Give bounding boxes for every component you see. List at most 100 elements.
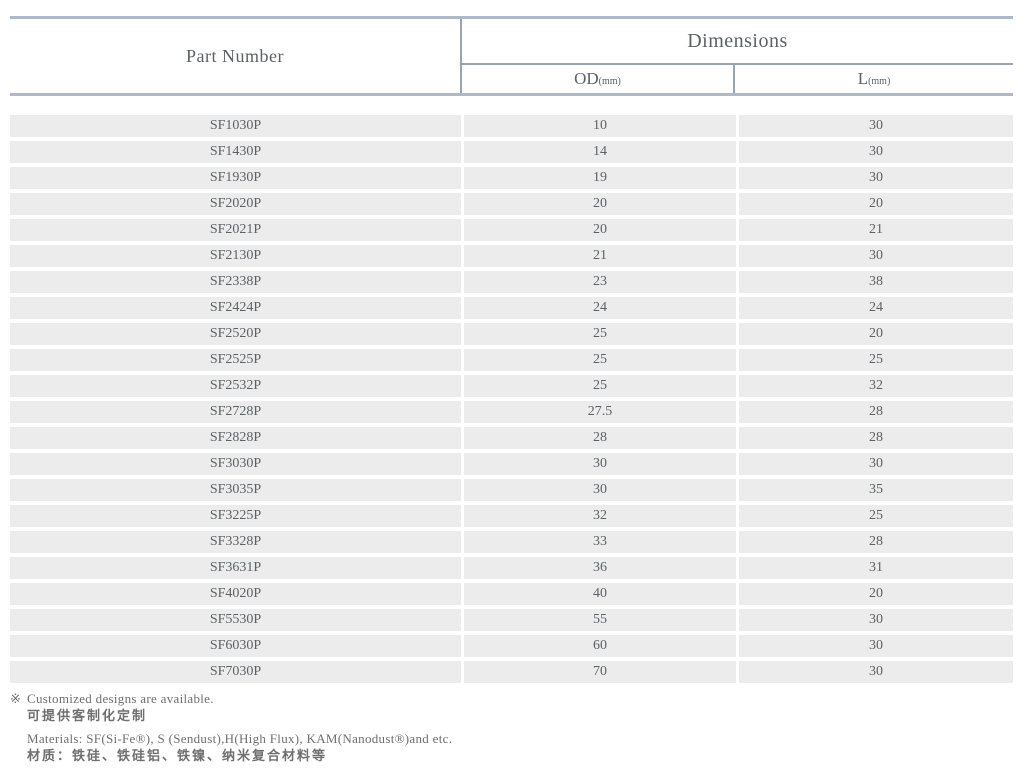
od-cell: 10 xyxy=(464,115,736,137)
table-row: SF1930P 19 30 xyxy=(10,167,1013,189)
od-header-label: OD xyxy=(574,69,599,88)
footnotes: ※ Customized designs are available. 可提供客… xyxy=(10,691,1013,764)
od-cell: 25 xyxy=(464,375,736,397)
l-cell: 20 xyxy=(739,323,1013,345)
part-number-cell: SF3328P xyxy=(10,531,461,553)
l-cell: 20 xyxy=(739,193,1013,215)
table-row: SF2424P 24 24 xyxy=(10,297,1013,319)
l-cell: 21 xyxy=(739,219,1013,241)
part-number-cell: SF2828P xyxy=(10,427,461,449)
l-cell: 30 xyxy=(739,635,1013,657)
od-cell: 24 xyxy=(464,297,736,319)
l-cell: 20 xyxy=(739,583,1013,605)
table-row: SF3631P 36 31 xyxy=(10,557,1013,579)
part-number-cell: SF2130P xyxy=(10,245,461,267)
column-header-l: L (mm) xyxy=(735,65,1013,93)
customized-note-zh: 可提供客制化定制 xyxy=(27,708,148,723)
dimensions-header-label: Dimensions xyxy=(687,29,788,52)
table-row: SF2828P 28 28 xyxy=(10,427,1013,449)
part-number-cell: SF1030P xyxy=(10,115,461,137)
table-row: SF4020P 40 20 xyxy=(10,583,1013,605)
l-cell: 38 xyxy=(739,271,1013,293)
part-number-cell: SF5530P xyxy=(10,609,461,631)
l-cell: 28 xyxy=(739,531,1013,553)
l-cell: 30 xyxy=(739,141,1013,163)
part-number-cell: SF2532P xyxy=(10,375,461,397)
table-row: SF3035P 30 35 xyxy=(10,479,1013,501)
od-cell: 20 xyxy=(464,193,736,215)
od-cell: 30 xyxy=(464,479,736,501)
reference-mark: ※ xyxy=(10,691,21,706)
part-number-cell: SF3030P xyxy=(10,453,461,475)
l-cell: 31 xyxy=(739,557,1013,579)
part-number-cell: SF2338P xyxy=(10,271,461,293)
l-cell: 30 xyxy=(739,453,1013,475)
od-cell: 23 xyxy=(464,271,736,293)
l-cell: 30 xyxy=(739,245,1013,267)
l-cell: 30 xyxy=(739,167,1013,189)
part-number-cell: SF3225P xyxy=(10,505,461,527)
materials-note-zh: 材质：铁硅、铁硅铝、铁镍、纳米复合材料等 xyxy=(27,748,328,763)
part-number-cell: SF6030P xyxy=(10,635,461,657)
column-header-dimensions: Dimensions xyxy=(462,19,1013,65)
part-number-cell: SF2525P xyxy=(10,349,461,371)
table-row: SF3328P 33 28 xyxy=(10,531,1013,553)
table-row: SF1430P 14 30 xyxy=(10,141,1013,163)
part-number-cell: SF4020P xyxy=(10,583,461,605)
part-number-cell: SF2424P xyxy=(10,297,461,319)
l-cell: 28 xyxy=(739,401,1013,423)
table-row: SF6030P 60 30 xyxy=(10,635,1013,657)
table-body: SF1030P 10 30 SF1430P 14 30 SF1930P 19 3… xyxy=(10,115,1013,683)
l-cell: 30 xyxy=(739,115,1013,137)
l-cell: 30 xyxy=(739,661,1013,683)
table-row: SF2021P 20 21 xyxy=(10,219,1013,241)
table-row: SF3030P 30 30 xyxy=(10,453,1013,475)
part-number-cell: SF2728P xyxy=(10,401,461,423)
table-row: SF1030P 10 30 xyxy=(10,115,1013,137)
part-number-cell: SF2520P xyxy=(10,323,461,345)
table-row: SF2520P 25 20 xyxy=(10,323,1013,345)
column-group-dimensions: Dimensions OD (mm) L (mm) xyxy=(462,19,1013,93)
table-row: SF2532P 25 32 xyxy=(10,375,1013,397)
od-cell: 40 xyxy=(464,583,736,605)
table-row: SF5530P 55 30 xyxy=(10,609,1013,631)
l-cell: 28 xyxy=(739,427,1013,449)
od-cell: 30 xyxy=(464,453,736,475)
part-number-cell: SF1930P xyxy=(10,167,461,189)
l-header-label: L xyxy=(857,69,869,88)
od-cell: 20 xyxy=(464,219,736,241)
table-row: SF2338P 23 38 xyxy=(10,271,1013,293)
part-number-cell: SF3631P xyxy=(10,557,461,579)
od-cell: 28 xyxy=(464,427,736,449)
od-cell: 25 xyxy=(464,323,736,345)
dimensions-table: Part Number Dimensions OD (mm) L (mm) SF10… xyxy=(10,16,1013,683)
customized-note: ※ Customized designs are available. 可提供客… xyxy=(10,691,1013,724)
column-header-od: OD (mm) xyxy=(462,65,735,93)
table-header: Part Number Dimensions OD (mm) L (mm) xyxy=(10,16,1013,96)
materials-note: Materials: SF(Si-Fe®), S (Sendust),H(Hig… xyxy=(27,731,1013,764)
l-unit-label: (mm) xyxy=(868,75,891,87)
od-cell: 32 xyxy=(464,505,736,527)
od-cell: 19 xyxy=(464,167,736,189)
l-cell: 35 xyxy=(739,479,1013,501)
table-row: SF2728P 27.5 28 xyxy=(10,401,1013,423)
table-row: SF7030P 70 30 xyxy=(10,661,1013,683)
customized-note-en: Customized designs are available. xyxy=(27,691,214,706)
od-cell: 33 xyxy=(464,531,736,553)
materials-note-en: Materials: SF(Si-Fe®), S (Sendust),H(Hig… xyxy=(27,731,453,746)
l-cell: 25 xyxy=(739,349,1013,371)
od-cell: 70 xyxy=(464,661,736,683)
dimensions-subheader-row: OD (mm) L (mm) xyxy=(462,65,1013,93)
table-row: SF2020P 20 20 xyxy=(10,193,1013,215)
od-cell: 55 xyxy=(464,609,736,631)
od-unit-label: (mm) xyxy=(598,75,621,87)
od-cell: 27.5 xyxy=(464,401,736,423)
od-cell: 60 xyxy=(464,635,736,657)
od-cell: 36 xyxy=(464,557,736,579)
part-number-cell: SF1430P xyxy=(10,141,461,163)
part-number-header-label: Part Number xyxy=(186,45,284,66)
table-row: SF2525P 25 25 xyxy=(10,349,1013,371)
part-number-cell: SF2021P xyxy=(10,219,461,241)
l-cell: 30 xyxy=(739,609,1013,631)
